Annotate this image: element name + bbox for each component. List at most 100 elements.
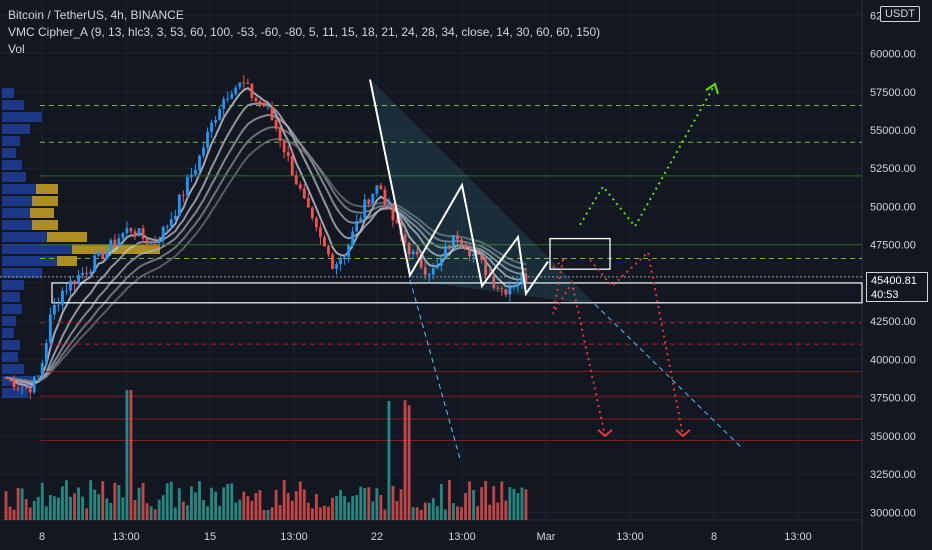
price-tick-label: 52500.00 xyxy=(870,163,916,175)
bearish-arrow-head xyxy=(597,429,613,438)
candle-body xyxy=(355,220,359,232)
time-tick-label: 15 xyxy=(204,531,216,543)
volume-bar xyxy=(194,492,197,520)
candle-body xyxy=(137,228,141,237)
candle-body xyxy=(69,280,72,291)
candle-body xyxy=(480,254,484,260)
profile-bar-down xyxy=(32,220,58,230)
candle-body xyxy=(452,235,455,249)
trend-line-dashed xyxy=(594,303,743,449)
volume-bar xyxy=(383,509,387,520)
volume-bar xyxy=(48,495,52,520)
candle-body xyxy=(202,147,205,156)
indicator-title[interactable]: VMC Cipher_A (9, 13, hlc3, 3, 53, 60, 10… xyxy=(8,25,601,39)
candle-body xyxy=(242,82,246,84)
volume-bar xyxy=(262,509,266,520)
candle-body xyxy=(73,280,76,285)
candle-body xyxy=(44,343,48,364)
candle-body xyxy=(238,82,242,88)
price-tick-label: 32500.00 xyxy=(870,469,916,481)
candle-body xyxy=(121,233,125,239)
volume-bar xyxy=(77,487,80,520)
profile-bar-up xyxy=(2,184,36,194)
time-scale[interactable] xyxy=(0,520,862,550)
candle-body xyxy=(194,169,197,175)
candle-body xyxy=(214,120,218,123)
candle-body xyxy=(306,198,310,208)
volume-bar xyxy=(319,507,322,520)
candle-body xyxy=(443,245,447,258)
volume-bar xyxy=(520,487,524,520)
candle-body xyxy=(177,194,181,216)
volume-bar xyxy=(36,496,40,520)
profile-bar-up xyxy=(2,148,16,158)
candle-body xyxy=(323,237,326,247)
candle-body xyxy=(117,238,121,246)
volume-title[interactable]: Vol xyxy=(8,42,25,56)
candle-body xyxy=(61,290,64,305)
candle-body xyxy=(48,314,52,344)
time-tick-label: 13:00 xyxy=(112,531,140,543)
currency-label[interactable]: USDT xyxy=(880,6,920,22)
volume-bar xyxy=(500,481,504,520)
volume-bar xyxy=(246,496,250,520)
candle-body xyxy=(492,276,496,288)
candle-body xyxy=(379,185,383,190)
candle-body xyxy=(431,268,435,275)
symbol-title[interactable]: Bitcoin / TetherUS, 4h, BINANCE xyxy=(8,8,184,22)
candle-body xyxy=(282,140,286,153)
volume-bar xyxy=(512,488,516,520)
volume-bar xyxy=(153,509,157,520)
volume-bar xyxy=(40,482,44,520)
volume-bar xyxy=(258,490,262,520)
volume-bar xyxy=(282,480,286,520)
volume-bar xyxy=(234,502,238,520)
candle-body xyxy=(101,251,105,260)
candle-body xyxy=(57,304,60,306)
current-price-label: 45400.81 40:53 xyxy=(866,272,928,302)
candle-body xyxy=(286,152,290,157)
volume-bar xyxy=(339,489,342,520)
candle-body xyxy=(472,253,475,256)
candle-body xyxy=(141,228,145,239)
candle-body xyxy=(161,226,165,241)
volume-bar xyxy=(230,483,234,520)
candle-body xyxy=(40,363,44,376)
candle-body xyxy=(274,120,278,129)
volume-bar xyxy=(439,483,443,520)
volume-bar xyxy=(218,505,222,520)
volume-bar xyxy=(121,497,125,520)
candle-body xyxy=(206,131,209,148)
volume-bar xyxy=(359,486,363,520)
profile-bar-up xyxy=(2,328,14,338)
drawings xyxy=(369,78,743,459)
volume-bar xyxy=(141,482,145,520)
candle-body xyxy=(109,239,113,251)
time-tick-label: 13:00 xyxy=(616,531,644,543)
volume-bar xyxy=(181,501,185,520)
candle-body xyxy=(93,255,97,272)
volume-bar xyxy=(113,482,117,520)
time-tick-label: 13:00 xyxy=(280,531,308,543)
volume-bar xyxy=(202,499,205,520)
volume-bar xyxy=(93,489,97,520)
candle-body xyxy=(391,203,395,221)
volume-bar xyxy=(492,486,496,520)
profile-bar-up xyxy=(2,388,28,398)
candle-body xyxy=(8,377,12,380)
candle-body xyxy=(363,199,367,219)
candle-body xyxy=(387,203,391,206)
volume-profile xyxy=(2,88,160,398)
candle-body xyxy=(367,199,371,205)
candle-body xyxy=(133,231,137,237)
candle-body xyxy=(411,251,415,255)
candle-body xyxy=(266,106,270,108)
volume-bar xyxy=(431,498,435,520)
ema-line xyxy=(5,113,527,384)
volume-bar xyxy=(8,506,12,520)
price-scale[interactable]: USDT xyxy=(862,0,932,520)
volume-bar xyxy=(198,481,201,520)
candle-body xyxy=(145,238,149,244)
